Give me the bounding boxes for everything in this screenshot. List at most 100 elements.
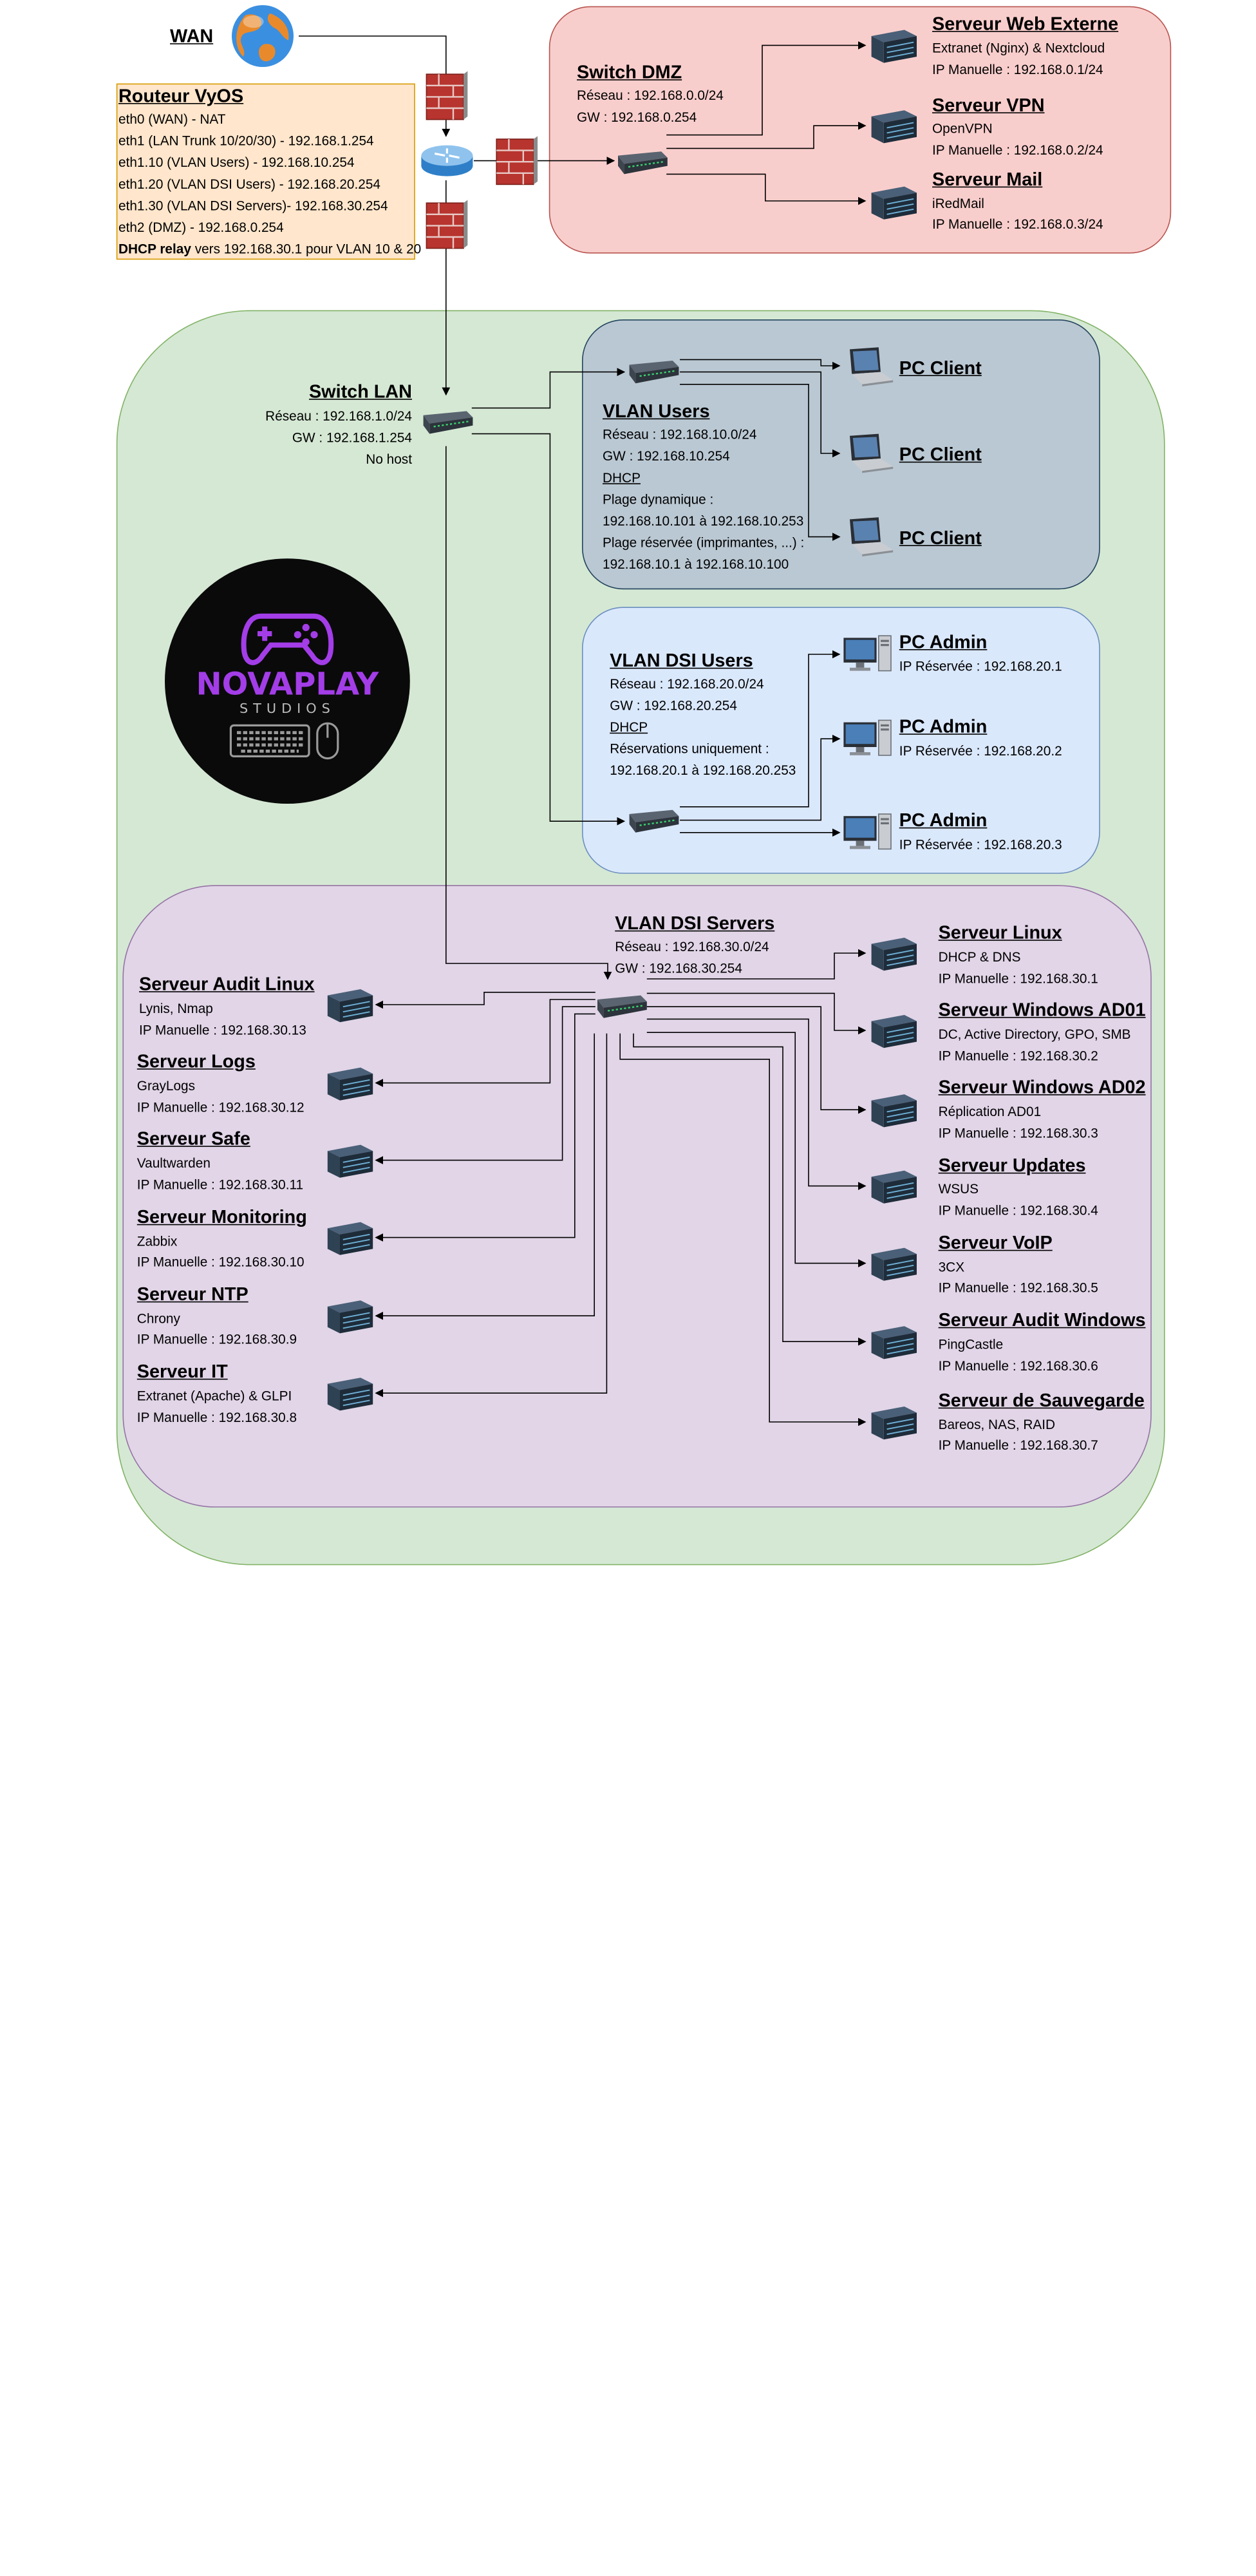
vlan-dsi-users-gateway: GW : 192.168.20.254 (610, 697, 737, 714)
wan-label: WAN (170, 26, 214, 46)
vlan-users-line: Plage dynamique : (603, 491, 714, 507)
dhcp-relay-text: vers 192.168.30.1 pour VLAN 10 & 20 (191, 241, 422, 257)
server-description: 3CX (938, 1259, 965, 1275)
server-description: iRedMail (932, 196, 984, 211)
novaplay-logo: NovaPlay STUDIOS (165, 558, 410, 804)
dmz-network: Réseau : 192.168.0.0/24 (577, 88, 724, 103)
router-line: eth2 (DMZ) - 192.168.0.254 (118, 219, 284, 235)
vlan-users-dhcp: DHCP (603, 469, 641, 486)
router-icon (421, 145, 473, 176)
vlan-dsi-users-dhcp: DHCP (610, 719, 648, 735)
vlan-dsi-servers-title: VLAN DSI Servers (615, 913, 775, 934)
server-description: DC, Active Directory, GPO, SMB (938, 1026, 1131, 1042)
vlan-users-network: Réseau : 192.168.10.0/24 (603, 426, 757, 442)
firewall-icon (496, 136, 538, 185)
globe-icon (232, 5, 294, 67)
server-ip: IP Manuelle : 192.168.30.11 (136, 1177, 304, 1193)
server-icon (871, 1015, 917, 1048)
desktop-icon (843, 719, 892, 756)
vlan-dsi-servers-network: Réseau : 192.168.30.0/24 (615, 938, 769, 954)
server-icon (327, 1067, 373, 1101)
vlan-dsi-users-line: 192.168.20.1 à 192.168.20.253 (610, 762, 796, 778)
server-title: Serveur Web Externe (932, 13, 1119, 34)
server-icon (871, 1094, 917, 1128)
pc-admin-ip: IP Réservée : 192.168.20.1 (899, 658, 1062, 674)
server-icon (327, 1222, 373, 1255)
server-ip: IP Manuelle : 192.168.30.12 (136, 1099, 305, 1115)
server-description: Extranet (Apache) & GLPI (136, 1388, 292, 1404)
pc-client-label: PC Client (899, 444, 982, 465)
server-icon (871, 1326, 917, 1359)
laptop-icon (850, 347, 894, 386)
server-description: PingCastle (938, 1336, 1004, 1352)
keyboard-mouse-icon (229, 722, 339, 760)
lan-switch-title: Switch LAN (308, 381, 412, 402)
server-title: Serveur Monitoring (136, 1206, 307, 1227)
vlan-dsi-servers-switch-icon (597, 995, 647, 1018)
vlan-users-gateway: GW : 192.168.10.254 (603, 448, 730, 464)
router-line: eth1 (LAN Trunk 10/20/30) - 192.168.1.25… (118, 133, 374, 149)
lan-no-host: No host (366, 451, 412, 467)
server-icon (871, 1406, 917, 1440)
server-title: Serveur Updates (938, 1155, 1086, 1176)
server-icon (871, 186, 917, 220)
server-description: OpenVPN (932, 120, 993, 137)
vlan-dsi-users-network: Réseau : 192.168.20.0/24 (610, 676, 764, 692)
logo-wordmark: NovaPlay (196, 667, 379, 703)
server-description: DHCP & DNS (938, 949, 1021, 965)
server-title: Serveur IT (136, 1361, 228, 1382)
server-ip: IP Manuelle : 192.168.30.13 (139, 1022, 306, 1038)
pc-client-label: PC Client (899, 527, 982, 549)
server-icon (871, 30, 917, 63)
router-line: eth1.10 (VLAN Users) - 192.168.10.254 (118, 155, 355, 170)
vlan-dsi-users-line: Réservations uniquement : (610, 741, 769, 757)
server-title: Serveur Safe (136, 1128, 250, 1149)
server-ip: IP Manuelle : 192.168.30.2 (938, 1048, 1098, 1064)
pc-admin-title: PC Admin (899, 631, 988, 652)
server-ip: IP Manuelle : 192.168.30.4 (938, 1202, 1098, 1218)
server-ip: IP Manuelle : 192.168.30.3 (938, 1125, 1098, 1141)
server-description: Vaultwarden (136, 1155, 211, 1171)
server-icon (871, 1170, 917, 1204)
server-description: Extranet (Nginx) & Nextcloud (932, 40, 1105, 56)
server-description: Zabbix (136, 1233, 178, 1249)
server-icon (871, 938, 917, 971)
server-ip: IP Manuelle : 192.168.0.2/24 (932, 142, 1103, 158)
server-description: WSUS (938, 1180, 979, 1197)
server-ip: IP Manuelle : 192.168.30.5 (938, 1280, 1098, 1296)
vlan-users-line: Plage réservée (imprimantes, ...) : (603, 535, 805, 551)
firewall-icon (426, 200, 468, 249)
vlan-dsi-servers-gateway: GW : 192.168.30.254 (615, 960, 742, 976)
router-line: eth1.20 (VLAN DSI Users) - 192.168.20.25… (118, 176, 380, 192)
pc-admin-title: PC Admin (899, 716, 988, 737)
server-ip: IP Manuelle : 192.168.30.7 (938, 1437, 1098, 1453)
pc-admin-ip: IP Réservée : 192.168.20.2 (899, 743, 1062, 759)
server-description: Chrony (136, 1311, 180, 1327)
dmz-switch-icon (618, 151, 668, 175)
laptop-icon (850, 433, 894, 473)
server-description: GrayLogs (136, 1077, 195, 1094)
desktop-icon (843, 813, 892, 850)
router-dhcp-relay: DHCP relay vers 192.168.30.1 pour VLAN 1… (118, 238, 421, 260)
lan-switch-icon (423, 411, 473, 434)
firewall-icon (426, 71, 468, 120)
server-ip: IP Manuelle : 192.168.0.1/24 (932, 62, 1103, 77)
server-title: Serveur VPN (932, 95, 1045, 116)
server-description: Réplication AD01 (938, 1103, 1042, 1119)
server-title: Serveur Audit Windows (938, 1309, 1146, 1331)
vlan-dsi-users-title: VLAN DSI Users (610, 650, 753, 671)
vlan-users-switch-icon (629, 361, 679, 384)
dhcp-relay-label: DHCP relay (118, 241, 191, 257)
server-description: Lynis, Nmap (139, 1000, 213, 1016)
server-title: Serveur VoIP (938, 1232, 1053, 1253)
vlan-users-line: 192.168.10.101 à 192.168.10.253 (603, 513, 804, 529)
logo-subtitle: STUDIOS (239, 701, 335, 717)
router-line: eth1.30 (VLAN DSI Servers)- 192.168.30.2… (118, 198, 388, 214)
server-title: Serveur Linux (938, 922, 1062, 943)
pc-admin-title: PC Admin (899, 810, 988, 831)
pc-admin-ip: IP Réservée : 192.168.20.3 (899, 837, 1062, 853)
server-ip: IP Manuelle : 192.168.0.3/24 (932, 216, 1103, 232)
dmz-switch-title: Switch DMZ (577, 62, 682, 82)
server-title: Serveur NTP (136, 1283, 248, 1305)
server-ip: IP Manuelle : 192.168.30.9 (136, 1331, 297, 1347)
